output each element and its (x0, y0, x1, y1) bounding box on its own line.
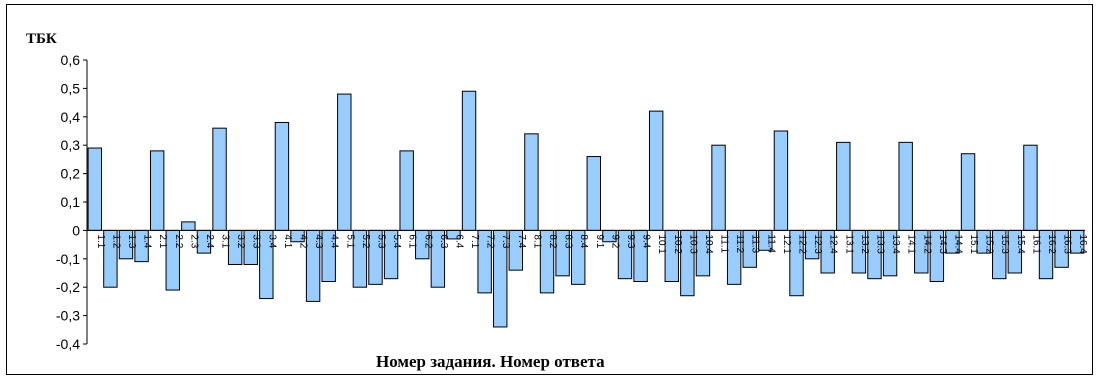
y-tick-label: 0 (72, 222, 80, 238)
y-tick-label: 0,6 (61, 52, 81, 68)
bar (648, 110, 664, 231)
x-category-label: 6.4 (453, 234, 464, 248)
y-tick-label: 0,2 (61, 166, 81, 182)
x-category-label: 5.3 (375, 234, 386, 248)
x-category-label: 14.2 (921, 234, 932, 254)
x-category-label: 7.4 (516, 234, 527, 248)
x-category-label: 2.2 (173, 234, 184, 248)
x-category-label: 7.1 (469, 234, 480, 248)
x-category-label: 8.4 (578, 234, 589, 248)
x-category-label: 10.1 (656, 234, 667, 254)
x-category-label: 13.4 (890, 234, 901, 254)
x-category-label: 11.2 (734, 234, 745, 253)
bar (773, 130, 789, 231)
x-category-label: 4.1 (282, 234, 293, 248)
bar (149, 150, 165, 231)
x-category-label: 8.1 (531, 234, 542, 248)
bar (898, 141, 913, 231)
x-category-label: 1.4 (142, 234, 153, 248)
x-category-label: 9.3 (625, 234, 636, 248)
x-category-label: 12.2 (797, 234, 808, 254)
x-category-label: 10.2 (672, 234, 683, 254)
x-category-label: 8.3 (563, 234, 574, 248)
x-category-label: 9.2 (609, 234, 620, 248)
x-category-label: 16.2 (1046, 234, 1057, 254)
bar (836, 141, 851, 231)
x-category-label: 12.1 (781, 234, 792, 254)
x-category-label: 10.4 (703, 234, 714, 254)
x-category-label: 7.3 (500, 234, 511, 248)
x-category-label: 14.3 (937, 234, 948, 254)
bar (87, 147, 102, 231)
x-category-label: 8.2 (547, 234, 558, 248)
x-category-label: 5.2 (360, 234, 371, 248)
x-category-label: 2.4 (204, 234, 215, 248)
x-category-label: 14.4 (952, 234, 963, 254)
x-category-label: 14.1 (906, 234, 917, 254)
x-category-label: 13.3 (874, 234, 885, 254)
x-category-label: 9.1 (594, 234, 605, 248)
bar (274, 121, 290, 231)
x-category-label: 10.3 (687, 234, 698, 254)
x-category-label: 6.3 (438, 234, 449, 248)
x-category-label: 3.4 (266, 234, 277, 248)
x-axis-label: Номер задания. Номер ответа (376, 352, 605, 371)
bar (1023, 144, 1038, 231)
x-category-label: 16.3 (1062, 234, 1073, 254)
x-category-label: 11.4 (765, 234, 776, 253)
y-tick-label: -0,2 (56, 279, 80, 295)
bar (181, 221, 196, 231)
x-category-label: 4.3 (313, 234, 324, 248)
x-category-label: 13.2 (859, 234, 870, 254)
y-tick-label: 0,3 (61, 137, 81, 153)
y-tick-label: -0,3 (56, 308, 80, 324)
x-category-label: 5.1 (344, 234, 355, 248)
x-category-label: 11.3 (750, 234, 761, 253)
bar (711, 144, 726, 231)
x-category-label: 11.1 (719, 234, 730, 253)
x-category-label: 15.4 (1015, 234, 1026, 254)
x-category-label: 16.4 (1077, 234, 1088, 254)
x-category-label: 12.3 (812, 234, 823, 254)
y-tick-label: -0,1 (56, 251, 80, 267)
bar (960, 153, 976, 231)
x-category-label: 3.3 (251, 234, 262, 248)
bar (524, 133, 539, 231)
bar (337, 93, 352, 231)
x-category-label: 3.2 (235, 234, 246, 248)
x-category-label: 4.4 (329, 234, 340, 248)
x-category-label: 16.1 (1030, 234, 1041, 254)
bar-chart: ТБК -0,4-0,3-0,2-0,100,10,20,30,40,50,6 … (26, 31, 1088, 371)
x-category-label: 5.4 (391, 234, 402, 248)
bar (586, 156, 602, 231)
x-category-label: 13.1 (843, 234, 854, 254)
x-category-label: 15.1 (968, 234, 979, 254)
x-category-label: 2.3 (188, 234, 199, 248)
bar (212, 127, 227, 231)
y-axis-label: ТБК (26, 31, 57, 47)
x-category-label: 15.2 (984, 234, 995, 254)
x-category-label: 1.1 (95, 234, 106, 248)
x-category-label: 12.4 (828, 234, 839, 254)
x-category-label: 3.1 (220, 234, 231, 248)
bar (461, 90, 477, 231)
x-category-label: 15.3 (999, 234, 1010, 254)
x-category-label: 1.3 (126, 234, 137, 248)
y-tick-label: -0,4 (56, 336, 80, 352)
x-category-label: 6.1 (407, 234, 418, 248)
y-tick-label: 0,5 (61, 80, 81, 96)
x-category-label: 9.4 (641, 234, 652, 248)
x-category-label: 6.2 (422, 234, 433, 248)
x-category-label: 2.1 (157, 234, 168, 248)
chart-frame: ТБК -0,4 -0,3 -0,2 -0,1 0 0,1 0,2 0,3 0,4 0,5 0,6 … (6, 4, 1093, 375)
y-tick-label: 0,4 (61, 109, 81, 125)
bar (399, 150, 414, 231)
x-category-label: 4.2 (298, 234, 309, 248)
x-category-label: 7.2 (485, 234, 496, 248)
x-category-label: 1.2 (110, 234, 121, 248)
y-tick-label: 0,1 (61, 194, 81, 210)
